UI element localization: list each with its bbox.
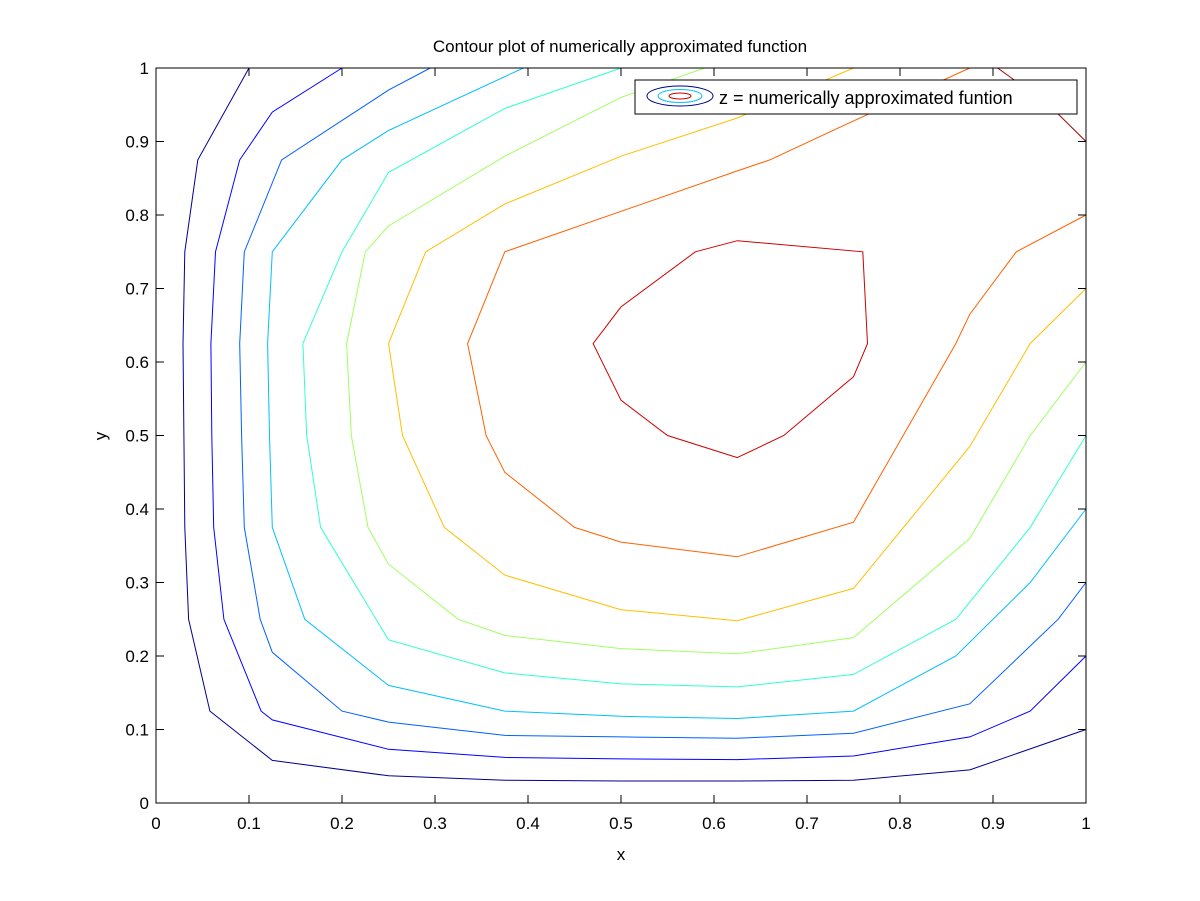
contour-line-1: [182, 67, 1087, 782]
legend-contour-icon: [646, 85, 714, 107]
x-tick-label: 0.8: [888, 814, 912, 833]
y-tick-label: 0.9: [125, 133, 149, 152]
x-tick-label: 0.2: [330, 814, 354, 833]
x-axis: 0 0.1 0.2 0.3 0.4 0.5 0.6 0.7 0.8 0.9 1: [151, 68, 1091, 833]
x-tick-label: 0.3: [423, 814, 447, 833]
y-tick-label: 0.7: [125, 280, 149, 299]
y-tick-label: 0.8: [125, 206, 149, 225]
x-tick-label: 0.9: [981, 814, 1005, 833]
x-tick-label: 1: [1081, 814, 1090, 833]
contour-line-3: [239, 67, 1087, 739]
y-tick-label: 0.2: [125, 647, 149, 666]
y-tick-label: 0.5: [125, 427, 149, 446]
y-tick-label: 0.3: [125, 574, 149, 593]
contour-line-9: [592, 240, 869, 459]
y-tick-label: 0: [140, 794, 149, 813]
contour-line-2: [210, 67, 1087, 761]
y-tick-label: 1: [140, 59, 149, 78]
x-tick-label: 0.1: [237, 814, 261, 833]
axes-background: [156, 68, 1086, 803]
x-tick-label: 0.5: [609, 814, 633, 833]
x-tick-label: 0: [151, 814, 160, 833]
y-tick-label: 0.4: [125, 500, 149, 519]
x-tick-label: 0.4: [516, 814, 540, 833]
contour-line-7: [387, 67, 1087, 622]
x-tick-label: 0.7: [795, 814, 819, 833]
contour-line-4: [267, 67, 1087, 720]
x-axis-label: x: [617, 845, 626, 864]
y-axis-label: y: [91, 431, 110, 440]
chart-title: Contour plot of numerically approximated…: [433, 37, 807, 56]
contour-line-8: [467, 67, 1087, 558]
legend-label: z = numerically approximated funtion: [719, 88, 1013, 108]
y-tick-label: 0.6: [125, 353, 149, 372]
plot-area: [156, 68, 1086, 803]
y-tick-label: 0.1: [125, 721, 149, 740]
y-axis: 0 0.1 0.2 0.3 0.4 0.5 0.6 0.7 0.8 0.9 1: [125, 59, 1086, 813]
legend: z = numerically approximated funtion: [634, 79, 1078, 115]
contour-line-6: [346, 67, 1087, 655]
contour-line-5: [302, 67, 1087, 688]
legend-box: [634, 79, 1078, 115]
x-tick-label: 0.6: [702, 814, 726, 833]
